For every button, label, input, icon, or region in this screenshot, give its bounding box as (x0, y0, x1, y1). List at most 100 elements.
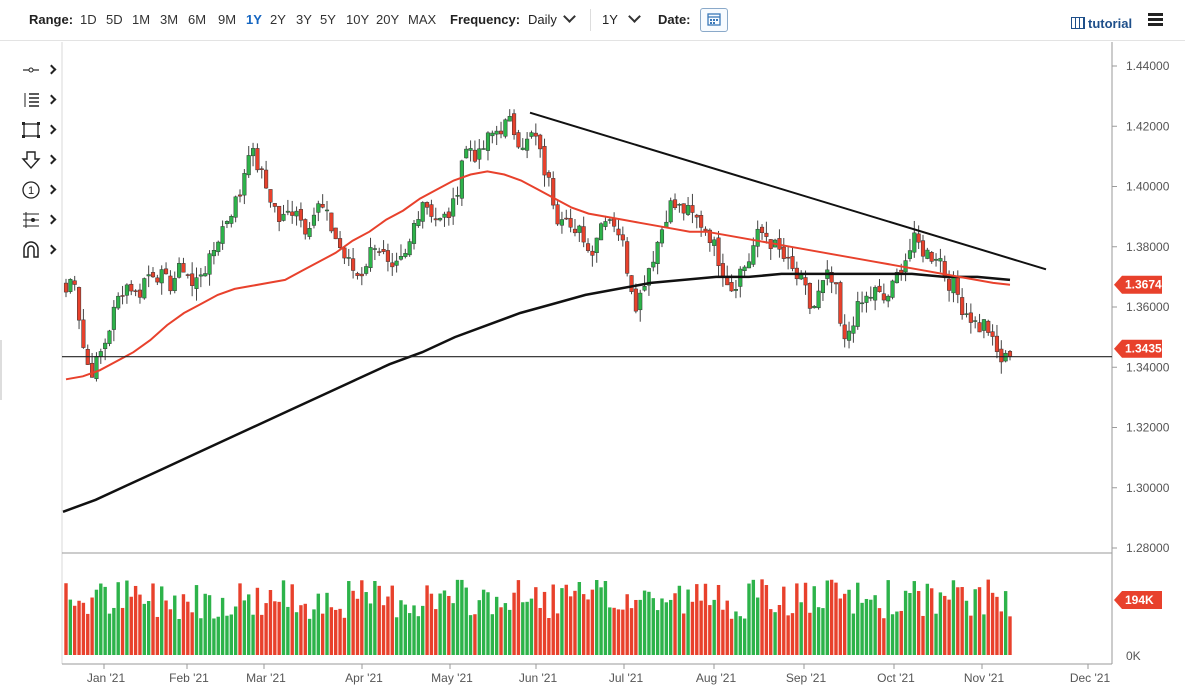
volume-bar (934, 613, 938, 655)
candle-body (324, 209, 330, 212)
volume-bar (473, 614, 477, 655)
candle-body (877, 285, 882, 293)
volume-bar (299, 605, 303, 655)
volume-bar (603, 580, 608, 655)
tutorial-link[interactable]: tutorial (1071, 16, 1132, 31)
period-select[interactable]: 1Y (602, 10, 641, 28)
volume-bar (64, 583, 68, 655)
candle-body (129, 283, 134, 292)
volume-bar (777, 604, 782, 655)
candle-body (912, 232, 917, 253)
range-button-max[interactable]: MAX (408, 12, 437, 27)
range-button-10y[interactable]: 10Y (346, 12, 370, 27)
volume-bar (255, 587, 260, 655)
volume-bar (929, 588, 934, 655)
volume-bar (686, 589, 690, 655)
volume-bar (173, 595, 177, 655)
range-button-9m[interactable]: 9M (218, 12, 237, 27)
number-marker-tool-button[interactable]: 1 (20, 179, 57, 201)
range-button-20y[interactable]: 20Y (376, 12, 400, 27)
volume-bar (68, 599, 73, 655)
candle-body (894, 272, 899, 284)
range-button-5d[interactable]: 5D (106, 12, 123, 27)
candle-body (190, 273, 195, 286)
candle-body (155, 277, 160, 283)
candle-body (651, 261, 656, 268)
fibonacci-tool-button[interactable] (20, 209, 57, 231)
range-button-2y[interactable]: 2Y (270, 12, 286, 27)
volume-bar (268, 590, 273, 655)
candle-body (133, 290, 138, 292)
candle-body (164, 268, 169, 275)
candle-body (577, 225, 582, 233)
volume-bar (899, 610, 903, 655)
crosshair-tool-button[interactable] (20, 59, 57, 81)
film-icon (1071, 17, 1085, 29)
candle-body (359, 273, 364, 277)
volume-bar (168, 609, 173, 655)
volume-bar (316, 593, 321, 655)
range-button-3m[interactable]: 3M (160, 12, 179, 27)
volume-bar (442, 590, 447, 655)
volume-bar (599, 587, 603, 655)
volume-bar (377, 585, 381, 655)
candle-body (546, 172, 551, 178)
volume-bar (560, 588, 564, 655)
x-tick-label: Nov '21 (964, 671, 1005, 685)
candle-body (194, 277, 199, 289)
candle-body (555, 204, 560, 225)
volume-bar (625, 594, 629, 655)
volume-bar (742, 618, 747, 655)
candle-body (211, 250, 216, 257)
rectangle-tool-button[interactable] (20, 119, 57, 141)
candle-body (516, 132, 521, 148)
arrow-down-tool-button[interactable] (20, 149, 57, 171)
volume-bar (782, 586, 786, 655)
frequency-select[interactable]: Daily (528, 10, 576, 28)
candle-body (703, 228, 708, 231)
candle-body (585, 243, 591, 251)
line-tool-button[interactable] (20, 89, 57, 111)
candle-body (338, 238, 343, 248)
x-tick-label: Jan '21 (87, 671, 126, 685)
candle-body (568, 218, 573, 228)
volume-bar (581, 594, 586, 655)
candle-body (477, 148, 482, 160)
volume-bar (399, 600, 403, 655)
volume-bar (242, 600, 247, 655)
range-button-1m[interactable]: 1M (132, 12, 151, 27)
range-button-1d[interactable]: 1D (80, 12, 97, 27)
calendar-icon (707, 13, 721, 26)
candle-body (111, 306, 116, 330)
candle-body (625, 241, 630, 274)
volume-bar (925, 583, 930, 655)
volume-bar (186, 601, 190, 655)
volume-bar (486, 592, 490, 655)
candle-body (116, 295, 121, 309)
magnet-tool-button[interactable] (20, 239, 57, 261)
volume-bar (499, 607, 503, 655)
volume-bar (216, 616, 220, 655)
candle-body (520, 147, 525, 150)
volume-bar (847, 589, 851, 655)
hamburger-menu-icon[interactable] (1148, 13, 1163, 26)
x-tick-label: Dec '21 (1070, 671, 1111, 685)
candle-body (216, 241, 221, 253)
candle-body (264, 169, 269, 189)
volume-bar (416, 616, 421, 655)
volume-bar (99, 583, 103, 655)
calendar-button[interactable] (700, 8, 728, 32)
volume-bar (351, 590, 355, 655)
volume-bar (73, 605, 77, 655)
candle-body (868, 296, 873, 299)
range-button-3y[interactable]: 3Y (296, 12, 312, 27)
candle-body (285, 210, 290, 213)
volume-bar (764, 585, 769, 655)
descending-trendline[interactable] (529, 111, 1047, 271)
range-button-5y[interactable]: 5Y (320, 12, 336, 27)
candle-body (881, 293, 886, 301)
range-button-1y[interactable]: 1Y (246, 12, 262, 27)
range-button-6m[interactable]: 6M (188, 12, 207, 27)
y-tick-label: 1.38000 (1126, 240, 1170, 254)
